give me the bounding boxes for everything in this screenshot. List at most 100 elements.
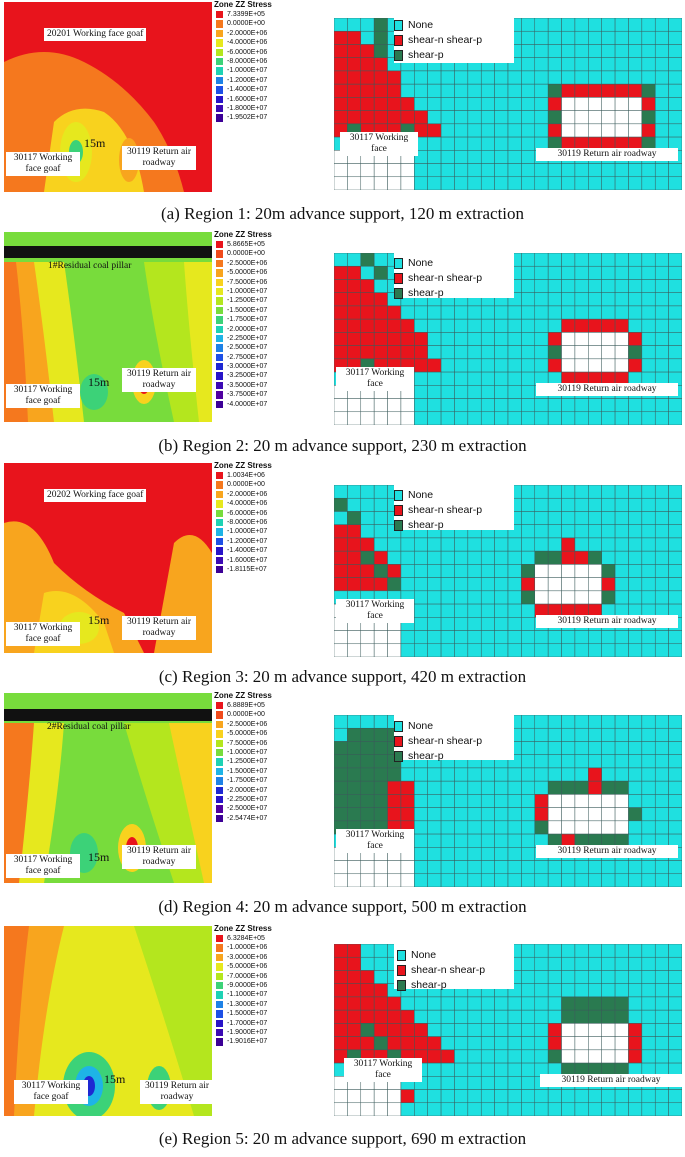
grid-cell [601,550,616,565]
grid-cell [454,123,469,138]
legend-value: -2.5000E+07 [227,344,268,352]
grid-cell [521,511,536,525]
grid-cell [467,110,482,125]
grid-cell [561,1023,576,1037]
grid-cell [400,1102,415,1116]
grid-cell [601,1023,616,1037]
grid-cell [601,18,616,32]
right-roadway-label: 30119 Return air roadway [122,146,196,170]
grid-cell [628,176,643,190]
grid-cell [574,860,589,875]
grid-cell [641,715,656,729]
grid-cell [334,860,348,875]
legend-value: -5.0000E+06 [227,269,268,277]
legend-swatch [216,297,223,305]
grid-cell [601,944,616,958]
legend-entry: -1.4000E+07 [214,85,314,94]
legend-swatch [216,518,223,527]
legend-title: Zone ZZ Stress [214,230,272,239]
grid-cell [574,996,589,1011]
grid-cell [668,577,682,592]
grid-cell [641,727,656,742]
grid-cell [373,497,388,512]
grid-cell [574,956,589,971]
grid-cell [334,18,348,32]
grid-cell [347,110,362,125]
grid-cell [614,643,629,657]
grid-cell [521,847,536,861]
grid-cell [534,332,549,346]
grid-cell [521,150,536,164]
state-legend-label: shear-n shear-p [408,34,483,46]
grid-cell [588,643,602,657]
stress-legend: Zone ZZ Stress 5.8665E+05 0.0000E+00 -2.500… [214,230,314,409]
grid-cell [480,643,495,657]
grid-cell [440,358,455,373]
grid-cell [507,643,522,657]
legend-swatch [216,1000,223,1009]
grid-cell [414,807,428,822]
grid-cell [668,1049,682,1064]
grid-cell [654,163,669,178]
grid-cell [521,292,536,307]
grid-cell [574,1102,589,1116]
grid-cell [574,30,589,45]
legend-entry: -1.1000E+07 [214,990,314,999]
grid-cell [614,820,629,835]
grid-cell [360,630,375,645]
grid-cell [521,643,536,657]
grid-cell [480,176,495,190]
grid-cell [427,358,442,373]
grid-cell [494,643,509,657]
grid-cell [628,537,643,552]
grid-cell [547,57,562,72]
grid-cell [641,820,656,835]
grid-cell [668,643,682,657]
grid-cell [334,318,348,333]
grid-cell [521,873,536,887]
grid-cell [668,57,682,72]
grid-cell [387,807,402,822]
grid-cell [454,1036,469,1051]
grid-cell [454,617,469,631]
grid-cell [467,643,482,657]
grid-cell [588,332,602,346]
grid-cell [601,807,616,822]
grid-cell [427,371,442,386]
grid-cell [654,1023,669,1037]
legend-swatch [216,1010,223,1018]
grid-cell [521,780,536,795]
grid-cell [534,590,549,605]
grid-cell [334,780,348,795]
grid-cell [668,1036,682,1051]
grid-cell [561,398,576,413]
legend-entry: -5.0000E+06 [214,268,314,277]
legend-value: -1.7500E+07 [227,777,268,785]
legend-value: -1.4000E+07 [227,547,268,555]
grid-cell [534,577,549,592]
state-legend-label: None [411,949,437,961]
grid-cell [507,385,522,399]
grid-cell [427,332,442,346]
grid-cell [614,511,629,525]
distance-label: 15m [84,136,106,150]
legend-entry: -2.0000E+06 [214,29,314,38]
grid-cell [334,30,348,45]
grid-cell [480,1062,495,1077]
grid-cell [561,564,576,578]
grid-cell [534,44,549,58]
legend-entry: -2.5000E+06 [214,720,314,729]
grid-cell [628,524,643,539]
grid-cell [334,398,348,413]
grid-cell [507,873,522,887]
grid-cell [347,537,362,552]
grid-cell [534,860,549,875]
legend-value: -5.0000E+06 [227,730,268,738]
left-goaf-label: 30117 Working face goaf [6,384,80,408]
grid-cell [601,780,616,795]
grid-cell [588,345,602,360]
grid-cell [494,807,509,822]
grid-cell [668,794,682,808]
grid-cell [400,860,415,875]
grid-cell [480,807,495,822]
